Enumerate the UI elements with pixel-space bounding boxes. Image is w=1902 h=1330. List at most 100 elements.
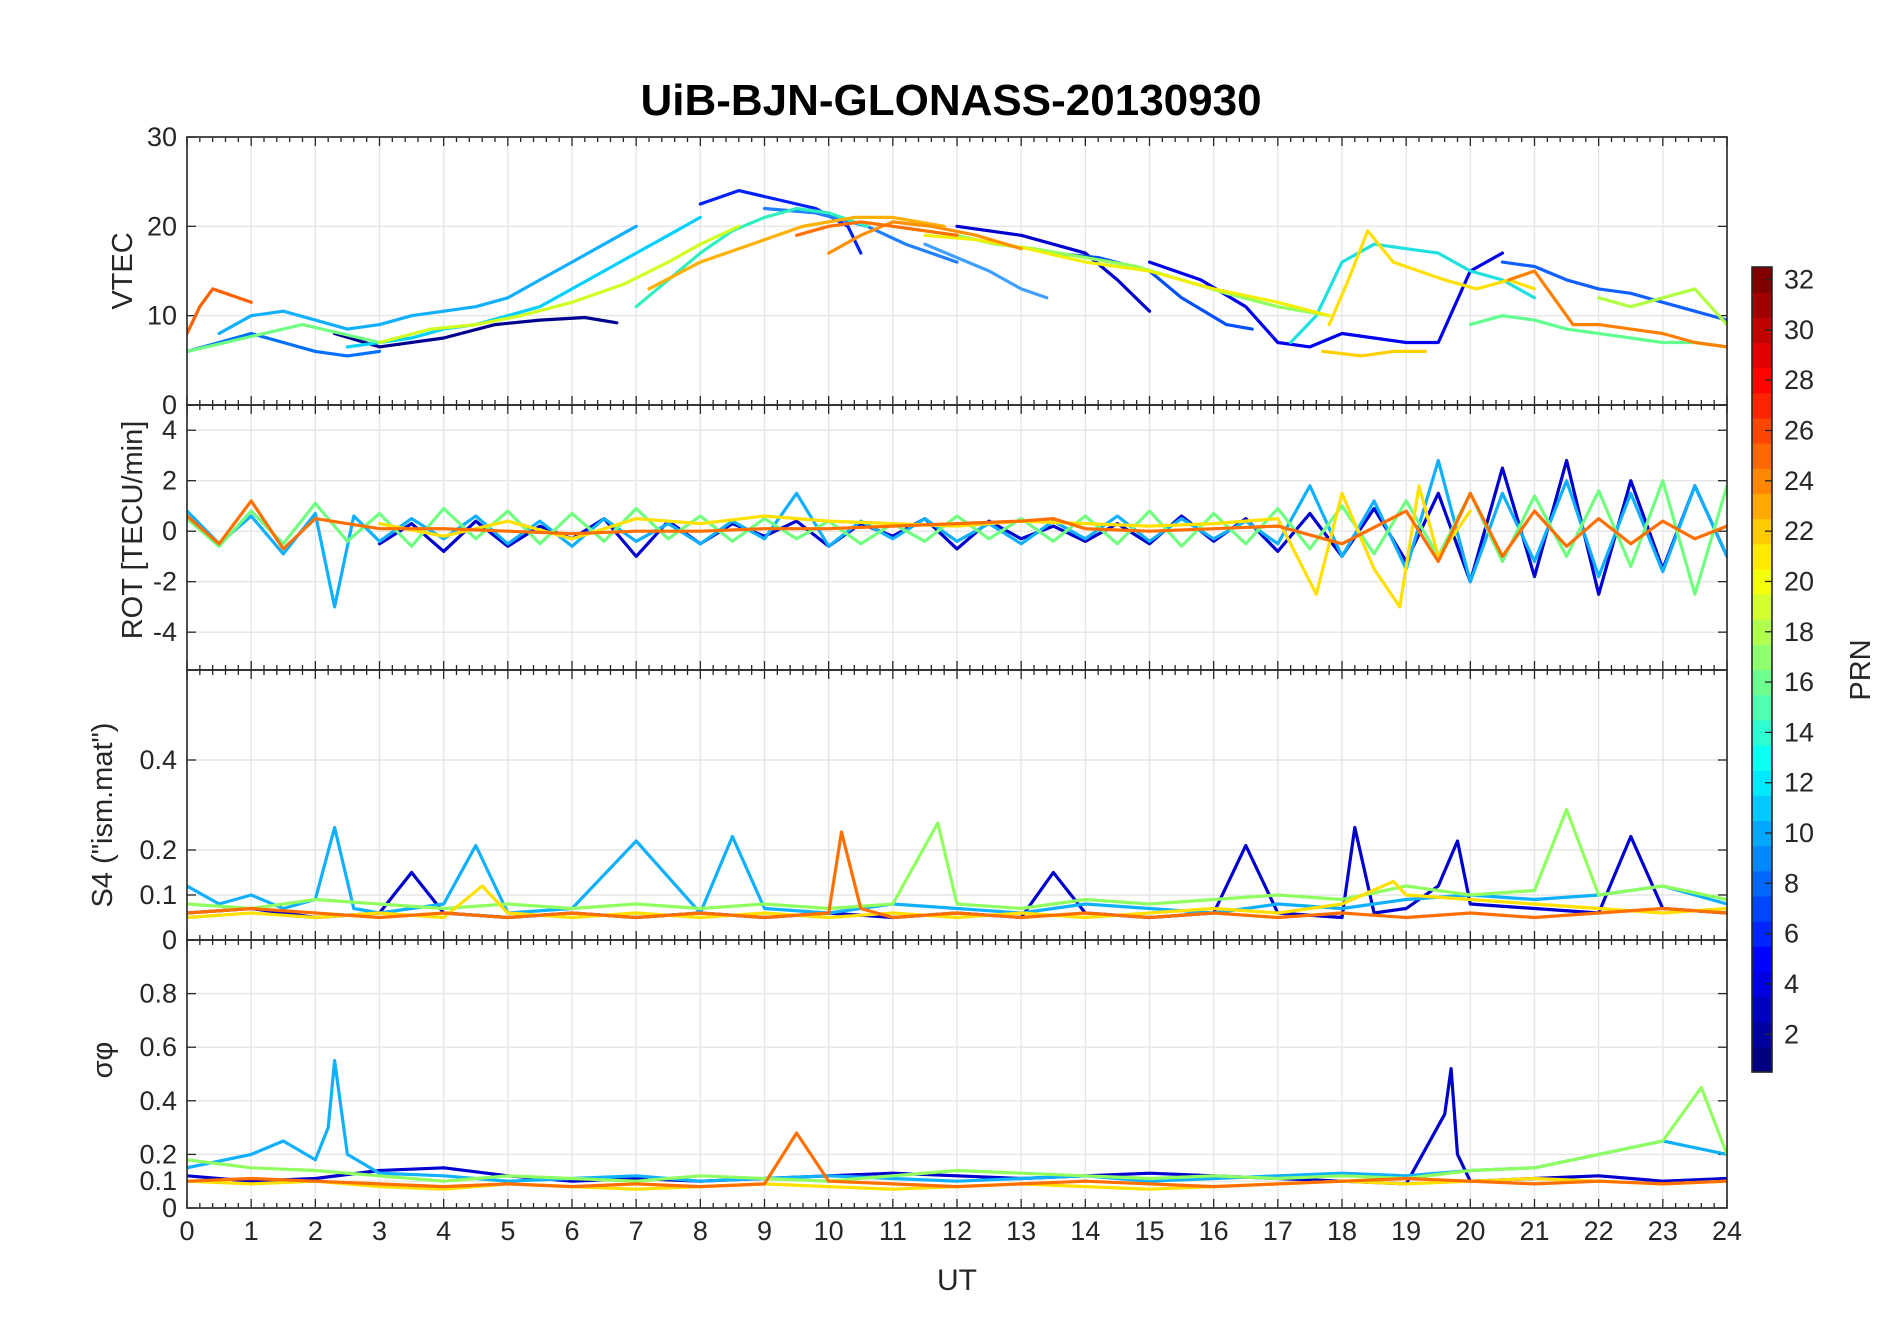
y-tick-label: 0.2 bbox=[139, 1139, 177, 1169]
y-tick-label: 0 bbox=[162, 925, 177, 955]
colorbar-segment bbox=[1752, 392, 1772, 419]
y-tick-label: 30 bbox=[147, 122, 177, 152]
colorbar-tick-label: 8 bbox=[1784, 868, 1799, 898]
series-line-prn-22 bbox=[647, 215, 946, 291]
series-line-prn-20 bbox=[1327, 229, 1537, 327]
y-axis-label: σφ bbox=[87, 1042, 119, 1079]
series-line-prn-13 bbox=[634, 206, 869, 309]
series-group bbox=[187, 1058, 1727, 1191]
colorbar-segment bbox=[1752, 971, 1772, 998]
x-tick-label: 17 bbox=[1263, 1216, 1293, 1246]
series-line-prn-11 bbox=[345, 215, 702, 349]
colorbar-segment bbox=[1752, 669, 1772, 696]
colorbar-tick-label: 12 bbox=[1784, 768, 1814, 798]
chart-title: UiB-BJN-GLONASS-20130930 bbox=[640, 76, 1261, 125]
series-line-prn-24 bbox=[187, 1131, 1727, 1189]
series-line-prn-23 bbox=[827, 220, 1023, 255]
x-tick-labels: 0 1 2 3 4 5 6 7 8 9 10 11 12 13 14 15 16 17 18 19 20 21 22 23 24 bbox=[179, 1216, 1742, 1246]
colorbar-segment bbox=[1752, 770, 1772, 796]
x-tick-label: 18 bbox=[1327, 1216, 1357, 1246]
series-line-prn-10 bbox=[187, 825, 1727, 915]
y-axis-label: S4 ("ism.mat") bbox=[87, 723, 119, 908]
series-line-prn-26 bbox=[1507, 269, 1727, 349]
panel-s4: 0 0.1 0.2 0.4 S4 ("ism.mat") bbox=[87, 669, 1728, 955]
series-line-prn-15 bbox=[187, 323, 382, 353]
colorbar-segment bbox=[1752, 996, 1772, 1023]
series-line-prn-7 bbox=[1500, 260, 1727, 322]
colorbar-segment bbox=[1752, 543, 1772, 570]
x-tick-label: 5 bbox=[500, 1216, 515, 1246]
y-tick-label: 20 bbox=[147, 211, 177, 241]
x-tick-label: 11 bbox=[879, 1216, 907, 1246]
panel-vtec: 0 10 20 30 VTEC bbox=[107, 122, 1728, 420]
colorbar-segment bbox=[1752, 568, 1772, 595]
y-tick-label: 0 bbox=[162, 1193, 177, 1223]
x-axis-label: UT bbox=[937, 1264, 977, 1297]
y-axis-label: VTEC bbox=[107, 232, 139, 309]
series-line-prn-1 bbox=[333, 315, 619, 349]
colorbar-segment bbox=[1752, 417, 1772, 444]
x-tick-label: 3 bbox=[372, 1216, 387, 1246]
x-tick-label: 8 bbox=[693, 1216, 708, 1246]
series-group bbox=[187, 189, 1727, 358]
x-tick-label: 24 bbox=[1712, 1216, 1742, 1246]
x-tick-label: 10 bbox=[814, 1216, 844, 1246]
series-line-prn-16 bbox=[187, 807, 1727, 911]
y-tick-label: -2 bbox=[153, 567, 177, 597]
colorbar-tick-label: 6 bbox=[1784, 919, 1799, 949]
colorbar-label: PRN bbox=[1845, 639, 1877, 700]
colorbar-segment bbox=[1752, 694, 1772, 721]
series-line-prn-18 bbox=[377, 224, 741, 345]
y-axis-label: ROT [TECU/min] bbox=[117, 421, 149, 640]
colorbar-tick-label: 20 bbox=[1784, 566, 1814, 596]
colorbar-segment bbox=[1752, 468, 1772, 495]
series-line-prn-5 bbox=[1051, 251, 1254, 331]
x-tick-label: 15 bbox=[1134, 1216, 1164, 1246]
y-tick-label: 0.1 bbox=[139, 1166, 177, 1196]
colorbar-tick-label: 22 bbox=[1784, 516, 1814, 546]
x-tick-label: 12 bbox=[942, 1216, 972, 1246]
colorbar-tick-label: 2 bbox=[1784, 1019, 1799, 1049]
y-tick-label: 0.4 bbox=[139, 1086, 177, 1116]
series-line-prn-20 bbox=[187, 879, 1727, 920]
y-tick-label: 0.8 bbox=[139, 979, 177, 1009]
colorbar-tick-label: 14 bbox=[1784, 717, 1814, 747]
series-line-prn-3 bbox=[1147, 251, 1505, 349]
panel-sigphi: 00.10.2 0.4 0.6 0.8 σφ bbox=[87, 939, 1728, 1223]
colorbar-segment bbox=[1752, 619, 1772, 645]
series-group bbox=[187, 458, 1727, 609]
series-line-prn-16 bbox=[187, 1085, 1727, 1183]
colorbar-segment bbox=[1752, 493, 1772, 520]
colorbar-segment bbox=[1752, 367, 1772, 394]
x-tick-label: 22 bbox=[1584, 1216, 1614, 1246]
y-tick-label: 10 bbox=[147, 301, 177, 331]
colorbar-segment bbox=[1752, 795, 1772, 822]
series-group bbox=[187, 807, 1727, 920]
series-line-prn-4 bbox=[698, 189, 863, 255]
y-tick-label: 0 bbox=[162, 390, 177, 420]
series-line-prn-9 bbox=[923, 242, 1049, 300]
y-tick-label: 2 bbox=[162, 466, 177, 496]
y-tick-label: 0.6 bbox=[139, 1032, 177, 1062]
series-line-prn-2 bbox=[955, 224, 1152, 313]
series-line-prn-24 bbox=[187, 491, 1727, 564]
y-tick-label: -4 bbox=[153, 617, 177, 647]
series-line-prn-17 bbox=[1597, 287, 1727, 327]
colorbar-segment bbox=[1752, 895, 1772, 922]
colorbar-tick-label: 30 bbox=[1784, 315, 1814, 345]
colorbar-segment bbox=[1752, 267, 1772, 293]
series-line-prn-12 bbox=[1289, 242, 1537, 345]
colorbar-tick-label: 18 bbox=[1784, 617, 1814, 647]
x-tick-label: 13 bbox=[1006, 1216, 1036, 1246]
x-tick-label: 14 bbox=[1070, 1216, 1100, 1246]
y-tick-label: 4 bbox=[162, 415, 177, 445]
colorbar-segment bbox=[1752, 921, 1772, 947]
colorbar-tick-label: 26 bbox=[1784, 416, 1814, 446]
axes-frame bbox=[186, 939, 1728, 1209]
x-tick-label: 9 bbox=[757, 1216, 772, 1246]
colorbar-tick-label: 16 bbox=[1784, 667, 1814, 697]
x-tick-label: 4 bbox=[436, 1216, 451, 1246]
